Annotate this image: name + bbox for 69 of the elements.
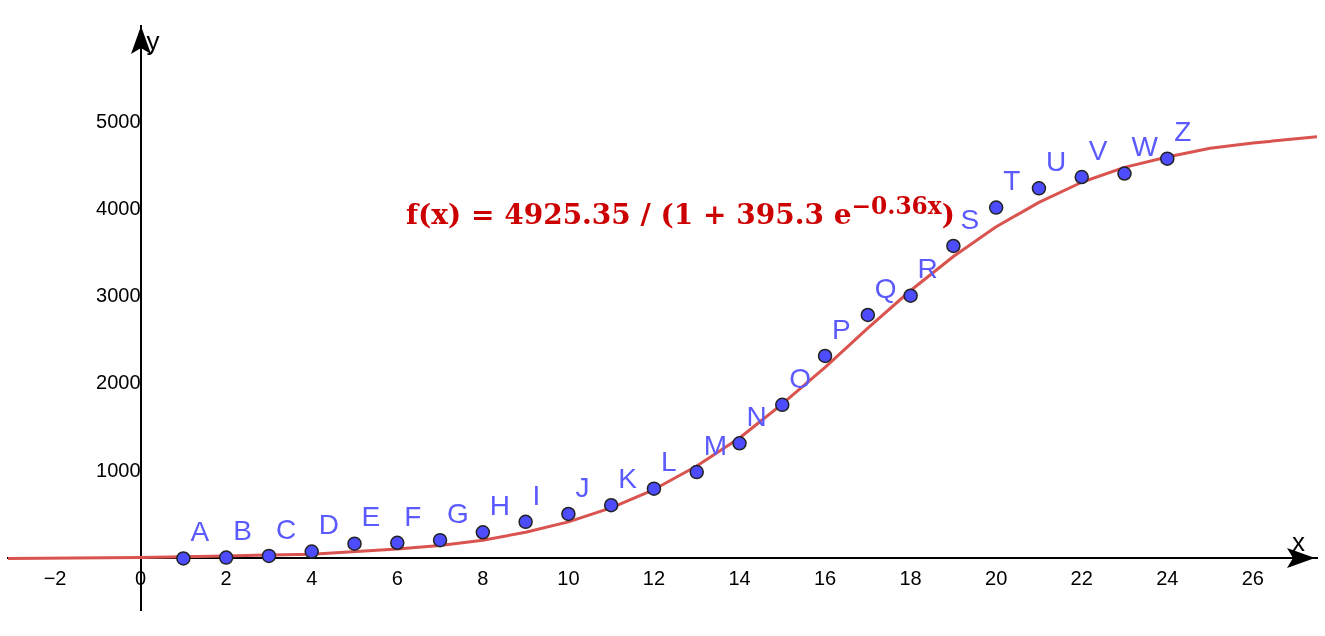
annotation: A [190, 516, 210, 548]
annotation: C [275, 513, 297, 545]
x-tick-label: 26 [1241, 567, 1264, 590]
x-tick-label: 6 [391, 567, 403, 590]
x-tick-label: 24 [1156, 567, 1179, 590]
y-tick-label: 5000 [96, 109, 141, 132]
point [732, 436, 747, 451]
x-tick-label: 4 [306, 567, 318, 590]
x-tick-label: 8 [477, 567, 489, 590]
annotation: I [532, 479, 541, 511]
point [475, 525, 491, 540]
annotation: U [1045, 146, 1067, 178]
x-tick-label: −2 [43, 567, 67, 590]
point [646, 481, 662, 496]
point [1031, 181, 1047, 196]
annotation: H [489, 490, 511, 522]
annotation: W [1131, 131, 1159, 163]
annotation: V [1088, 134, 1108, 166]
x-tick-label: 12 [642, 567, 666, 590]
point [1160, 151, 1175, 166]
annotation: D [318, 509, 339, 541]
annotation: M [703, 429, 728, 461]
annotation: J [575, 471, 590, 503]
point [988, 200, 1004, 215]
point [775, 397, 790, 413]
point [347, 536, 362, 551]
y-tick-label: 1000 [96, 458, 141, 481]
x-tick-label: 14 [728, 567, 751, 590]
x-tick-label: 2 [220, 567, 232, 590]
annotation: K [618, 462, 638, 494]
annotation: f(x) = 4925.35 / (1 + 395.3 e$^{−0.36x}$) [400, 190, 962, 234]
point [689, 464, 704, 480]
point [518, 514, 533, 530]
annotation: Z [1174, 116, 1192, 148]
x-tick-label: 20 [985, 567, 1008, 590]
point [176, 551, 191, 566]
annotation: F [404, 500, 422, 532]
point [603, 498, 619, 513]
point [261, 548, 277, 564]
point [1117, 166, 1132, 181]
annotation: O [789, 362, 812, 394]
point [903, 288, 918, 303]
point [304, 544, 319, 559]
annotation: Q [874, 272, 897, 304]
annotation: B [233, 515, 252, 547]
point [817, 348, 833, 364]
annotation: T [1003, 165, 1021, 197]
y-axis-title: y [146, 26, 160, 57]
annotation: L [660, 446, 677, 478]
point [1074, 169, 1089, 185]
point [390, 535, 405, 551]
point [561, 506, 576, 522]
annotation: S [960, 203, 980, 235]
annotation: G [447, 497, 469, 529]
annotation: E [361, 501, 381, 533]
y-tick-label: 3000 [96, 284, 141, 307]
point [946, 238, 961, 254]
x-tick-label: 16 [813, 567, 837, 590]
point [432, 532, 448, 548]
point [860, 307, 876, 323]
point [218, 550, 234, 565]
x-axis-title: x [1292, 526, 1305, 557]
x-tick-label: 10 [557, 567, 580, 590]
x-tick-label: 22 [1070, 567, 1093, 590]
y-tick-label: 2000 [96, 371, 141, 394]
annotation: P [832, 313, 851, 345]
x-tick-label: 18 [899, 567, 922, 590]
annotation: R [917, 253, 938, 285]
y-tick-label: 4000 [96, 196, 141, 219]
